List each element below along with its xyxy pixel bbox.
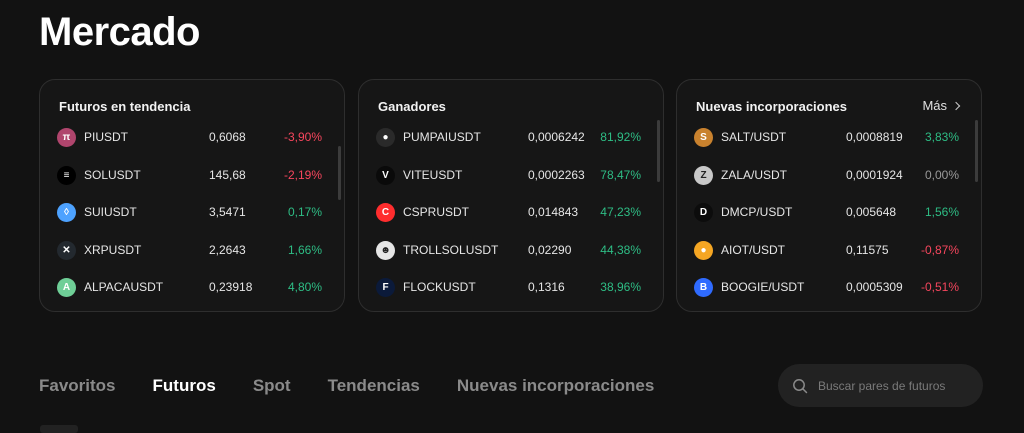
- market-row[interactable]: C CSPRUSDT 0,014843 47,23%: [376, 202, 641, 222]
- row-change: 1,56%: [924, 205, 959, 219]
- sui-icon: ◊: [57, 202, 76, 222]
- row-change: -0,87%: [920, 243, 959, 257]
- row-change: 47,23%: [600, 205, 641, 219]
- search-box[interactable]: [778, 364, 983, 407]
- solana-icon: ≡: [57, 165, 76, 185]
- row-change: 0,00%: [924, 168, 959, 182]
- row-symbol: ZALA/USDT: [721, 168, 788, 182]
- market-row[interactable]: S SALT/USDT 0,0008819 3,83%: [694, 127, 959, 147]
- market-tabs: Favoritos Futuros Spot Tendencias Nuevas…: [39, 376, 691, 396]
- pi-icon: π: [57, 127, 76, 147]
- row-symbol: BOOGIE/USDT: [721, 280, 805, 294]
- row-change: 38,96%: [600, 280, 641, 294]
- row-price: 2,2643: [209, 243, 246, 257]
- row-symbol: PUMPAIUSDT: [403, 130, 481, 144]
- row-price: 0,1316: [528, 280, 565, 294]
- table-header-stub: [40, 425, 78, 433]
- row-change: -3,90%: [283, 130, 322, 144]
- gainers-card: Ganadores ● PUMPAIUSDT 0,0006242 81,92% V VIT…: [358, 79, 664, 312]
- market-row[interactable]: D DMCP/USDT 0,005648 1,56%: [694, 202, 959, 222]
- market-row[interactable]: ◊ SUIUSDT 3,5471 0,17%: [57, 202, 322, 222]
- row-symbol: DMCP/USDT: [721, 205, 793, 219]
- row-symbol: FLOCKUSDT: [403, 280, 476, 294]
- new-listings-card: Nuevas incorporaciones Más S SALT/USDT 0,0…: [676, 79, 982, 312]
- row-change: -2,19%: [283, 168, 322, 182]
- row-symbol: PIUSDT: [84, 130, 129, 144]
- row-symbol: SOLUSDT: [84, 168, 141, 182]
- trending-futures-card: Futuros en tendencia π PIUSDT 0,6068 -3,90%…: [39, 79, 345, 312]
- row-price: 3,5471: [209, 205, 246, 219]
- row-symbol: TROLLSOLUSDT: [403, 243, 499, 257]
- chevron-right-icon: [951, 101, 961, 110]
- trending-scrollbar[interactable]: [338, 146, 341, 200]
- row-price: 145,68: [209, 168, 246, 182]
- tab-favoritos[interactable]: Favoritos: [39, 376, 116, 395]
- row-change: 4,80%: [287, 280, 322, 294]
- dmcp-icon: D: [694, 202, 713, 222]
- salt-icon: S: [694, 127, 713, 147]
- flock-icon: F: [376, 277, 395, 297]
- tab-nuevas-incorporaciones[interactable]: Nuevas incorporaciones: [456, 376, 655, 395]
- row-symbol: AIOT/USDT: [721, 243, 786, 257]
- row-price: 0,0001924: [846, 168, 903, 182]
- row-change: -0,51%: [920, 280, 959, 294]
- row-price: 0,005648: [846, 205, 897, 219]
- row-price: 0,23918: [209, 280, 253, 294]
- search-input[interactable]: [816, 377, 980, 394]
- tab-futuros[interactable]: Futuros: [152, 376, 216, 395]
- row-price: 0,014843: [528, 205, 579, 219]
- market-row[interactable]: A ALPACAUSDT 0,23918 4,80%: [57, 277, 322, 297]
- more-link[interactable]: Más: [922, 98, 961, 113]
- row-symbol: SALT/USDT: [721, 130, 787, 144]
- row-price: 0,11575: [846, 243, 889, 257]
- row-price: 0,0006242: [528, 130, 585, 144]
- search-icon: [793, 378, 808, 393]
- new-listings-scrollbar[interactable]: [975, 120, 978, 182]
- row-change: 0,17%: [287, 205, 322, 219]
- xrp-icon: ✕: [57, 240, 76, 260]
- row-change: 1,66%: [287, 243, 322, 257]
- row-change: 81,92%: [600, 130, 641, 144]
- market-row[interactable]: ✕ XRPUSDT 2,2643 1,66%: [57, 240, 322, 260]
- boogie-icon: B: [694, 277, 713, 297]
- row-price: 0,0005309: [846, 280, 903, 294]
- row-symbol: SUIUSDT: [84, 205, 137, 219]
- market-row[interactable]: B BOOGIE/USDT 0,0005309 -0,51%: [694, 277, 959, 297]
- page-title: Mercado: [39, 10, 201, 54]
- market-row[interactable]: ☻ TROLLSOLUSDT 0,02290 44,38%: [376, 240, 641, 260]
- row-symbol: VITEUSDT: [403, 168, 463, 182]
- gainers-scrollbar[interactable]: [657, 120, 660, 182]
- market-row[interactable]: ● AIOT/USDT 0,11575 -0,87%: [694, 240, 959, 260]
- troll-icon: ☻: [376, 240, 395, 260]
- row-symbol: CSPRUSDT: [403, 205, 470, 219]
- new-listings-title: Nuevas incorporaciones: [696, 99, 847, 114]
- vite-icon: V: [376, 165, 395, 185]
- alpaca-icon: A: [57, 277, 76, 297]
- tab-tendencias[interactable]: Tendencias: [327, 376, 420, 395]
- tab-spot[interactable]: Spot: [252, 376, 291, 395]
- market-row[interactable]: π PIUSDT 0,6068 -3,90%: [57, 127, 322, 147]
- row-price: 0,02290: [528, 243, 572, 257]
- row-change: 78,47%: [600, 168, 641, 182]
- market-row[interactable]: F FLOCKUSDT 0,1316 38,96%: [376, 277, 641, 297]
- market-row[interactable]: Z ZALA/USDT 0,0001924 0,00%: [694, 165, 959, 185]
- row-symbol: ALPACAUSDT: [84, 280, 164, 294]
- market-row[interactable]: V VITEUSDT 0,0002263 78,47%: [376, 165, 641, 185]
- row-symbol: XRPUSDT: [84, 243, 142, 257]
- aiot-icon: ●: [694, 240, 713, 260]
- row-price: 0,6068: [209, 130, 246, 144]
- row-change: 3,83%: [924, 130, 959, 144]
- row-change: 44,38%: [600, 243, 641, 257]
- gainers-title: Ganadores: [378, 99, 446, 114]
- row-price: 0,0008819: [846, 130, 903, 144]
- market-row[interactable]: ≡ SOLUSDT 145,68 -2,19%: [57, 165, 322, 185]
- market-row[interactable]: ● PUMPAIUSDT 0,0006242 81,92%: [376, 127, 641, 147]
- pumpai-icon: ●: [376, 127, 395, 147]
- zala-icon: Z: [694, 165, 713, 185]
- more-label: Más: [922, 98, 947, 113]
- row-price: 0,0002263: [528, 168, 585, 182]
- cspr-icon: C: [376, 202, 395, 222]
- trending-futures-title: Futuros en tendencia: [59, 99, 191, 114]
